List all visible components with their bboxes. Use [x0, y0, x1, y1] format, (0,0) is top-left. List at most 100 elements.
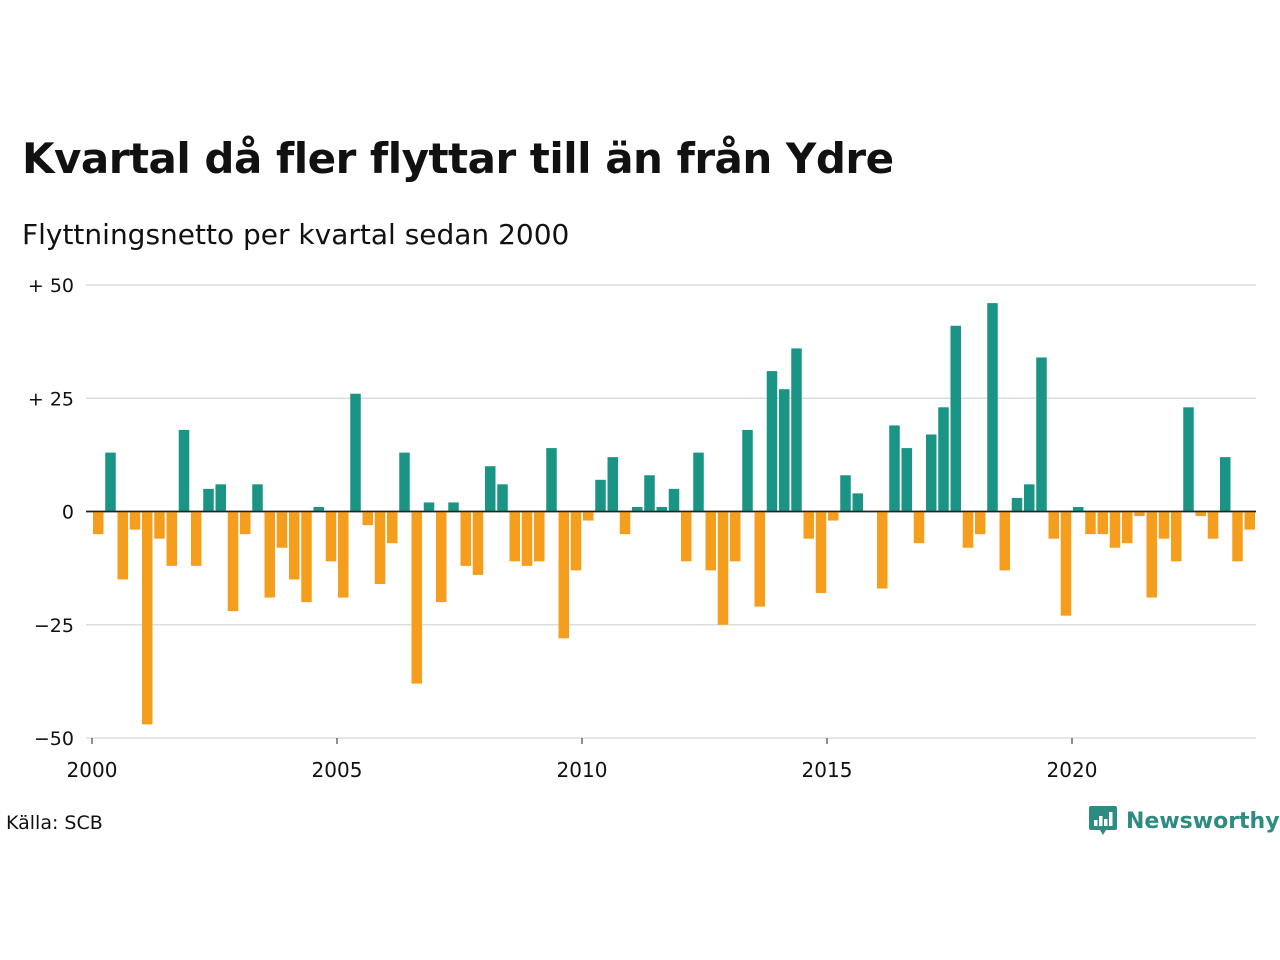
y-tick-label: + 25: [28, 388, 74, 410]
bar: [717, 511, 729, 625]
bar: [387, 511, 398, 544]
bar: [754, 511, 765, 607]
bar: [276, 511, 288, 548]
bar: [607, 457, 618, 512]
bar: [203, 488, 214, 512]
bar: [1195, 511, 1206, 517]
bar: [374, 511, 386, 584]
y-tick-label: 0: [62, 502, 74, 524]
bar: [1024, 484, 1035, 512]
bar: [472, 511, 484, 575]
bar: [681, 511, 692, 562]
bar: [962, 511, 974, 548]
bar: [423, 502, 435, 512]
bar: [485, 466, 496, 512]
bar: [227, 511, 239, 612]
bar: [436, 511, 447, 603]
y-tick-label: + 50: [28, 275, 74, 297]
bar: [460, 511, 471, 566]
y-axis-ticks: + 50 + 25 0 −25 −50: [28, 275, 74, 750]
bar: [1244, 511, 1255, 530]
chart-title: Kvartal då fler flyttar till än från Ydr…: [22, 134, 894, 183]
bar: [644, 475, 655, 512]
bar: [105, 452, 116, 512]
bar: [1158, 511, 1170, 539]
bar: [350, 393, 361, 512]
bar: [1073, 506, 1084, 512]
bar: [901, 448, 912, 512]
x-axis-ticks: 2000 2005 2010 2015 2020: [67, 738, 1098, 782]
bar: [240, 511, 251, 535]
bar: [1122, 511, 1133, 544]
bar: [411, 511, 422, 684]
bar: [705, 511, 716, 571]
bar: [632, 506, 643, 512]
bar: [1097, 511, 1108, 535]
bar: [313, 506, 324, 512]
bar: [546, 448, 557, 512]
y-tick-label: −25: [34, 615, 74, 637]
bar: [399, 452, 410, 512]
x-tick-label: 2010: [557, 758, 608, 782]
bar: [154, 511, 165, 539]
bar: [1109, 511, 1121, 548]
x-tick-label: 2015: [802, 758, 853, 782]
bar: [766, 371, 778, 512]
bar: [1134, 511, 1145, 517]
bar: [742, 429, 753, 512]
bar: [619, 511, 631, 535]
y-tick-label: −50: [34, 728, 74, 750]
bar: [1220, 457, 1231, 512]
bar: [1048, 511, 1059, 539]
bar: [975, 511, 986, 535]
bar: [950, 325, 961, 512]
bar: [534, 511, 545, 562]
newsworthy-logo-icon: [1089, 806, 1117, 835]
bar: [93, 511, 104, 535]
bar: [448, 502, 459, 512]
bar: [191, 511, 202, 566]
bar: [877, 511, 888, 589]
bar: [289, 511, 300, 580]
bar: [583, 511, 594, 521]
bar: [558, 511, 569, 639]
bar: [1171, 511, 1182, 562]
bar: [142, 511, 153, 725]
bar: [178, 429, 190, 512]
bar: [815, 511, 827, 594]
bar: [570, 511, 582, 571]
bar: [338, 511, 349, 598]
bar: [913, 511, 925, 544]
brand-logo: Newsworthy: [1088, 804, 1280, 838]
bar: [325, 511, 337, 562]
bar: [803, 511, 814, 539]
bar: [521, 511, 533, 566]
bar: [889, 425, 900, 512]
bar: [668, 488, 680, 512]
bar: [926, 434, 937, 512]
bar: [1146, 511, 1157, 598]
bar: [129, 511, 141, 530]
bar: [791, 348, 802, 512]
bars: [86, 303, 1256, 725]
x-tick-label: 2005: [312, 758, 363, 782]
bar: [252, 484, 263, 512]
bar: [938, 407, 949, 512]
bar: [509, 511, 520, 562]
x-tick-label: 2020: [1047, 758, 1098, 782]
bar: [840, 475, 851, 512]
bar: [1207, 511, 1219, 539]
bar: [1036, 357, 1047, 512]
source-note: Källa: SCB: [6, 812, 103, 834]
bar-chart: + 50 + 25 0 −25 −50 2000 2005 2010 2015 2020: [28, 275, 1256, 782]
bar: [1011, 497, 1023, 512]
bar: [693, 452, 704, 512]
bar: [362, 511, 373, 526]
bar: [1060, 511, 1072, 616]
bar: [264, 511, 275, 598]
bar: [999, 511, 1010, 571]
bar: [1085, 511, 1096, 535]
bar: [1183, 407, 1194, 512]
bar: [301, 511, 312, 603]
bar: [215, 484, 226, 512]
